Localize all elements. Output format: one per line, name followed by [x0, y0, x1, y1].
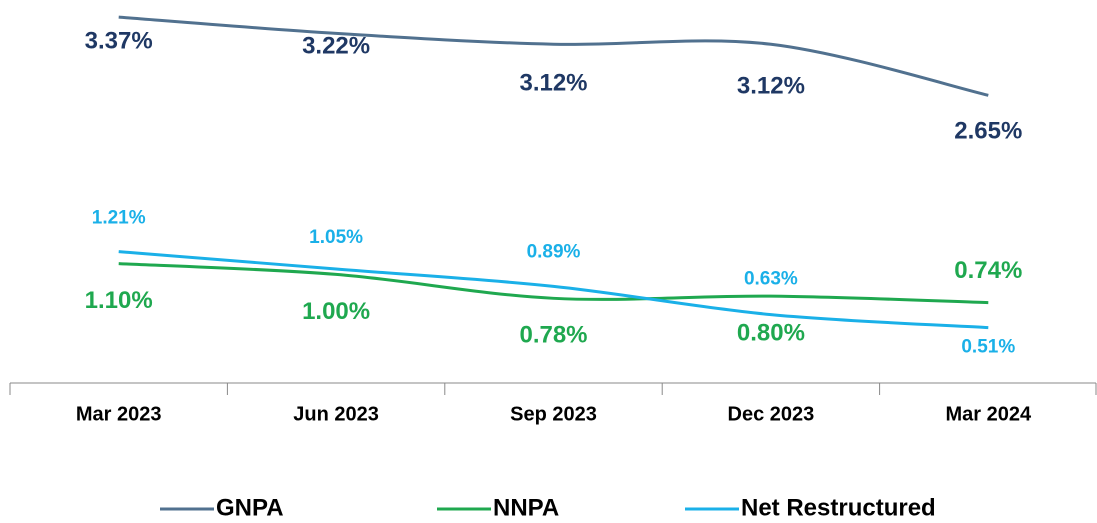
- legend-label: GNPA: [216, 494, 284, 521]
- data-label: 1.05%: [309, 227, 363, 248]
- data-label: 1.10%: [85, 287, 153, 314]
- data-label: 0.63%: [744, 269, 798, 290]
- series-line: [118, 15, 989, 97]
- x-tick-label: Mar 2023: [76, 403, 162, 425]
- data-label: 0.89%: [527, 241, 581, 262]
- data-label: 3.12%: [737, 73, 805, 100]
- data-label: 0.78%: [519, 322, 587, 349]
- series-line: [118, 262, 989, 305]
- data-label: 3.22%: [302, 33, 370, 60]
- legend-label: Net Restructured: [741, 494, 936, 521]
- data-label: 0.80%: [737, 319, 805, 346]
- data-label: 1.21%: [92, 208, 146, 229]
- data-label: 3.37%: [85, 27, 153, 54]
- data-label: 0.74%: [954, 257, 1022, 284]
- series-line: [118, 250, 989, 330]
- data-label: 1.00%: [302, 298, 370, 325]
- x-tick-label: Dec 2023: [728, 403, 815, 425]
- data-label: 3.12%: [519, 70, 587, 97]
- data-label: 0.51%: [961, 337, 1015, 358]
- x-tick-label: Jun 2023: [293, 403, 379, 425]
- data-label: 2.65%: [954, 118, 1022, 145]
- x-tick-label: Sep 2023: [510, 403, 597, 425]
- x-tick-label: Mar 2024: [945, 403, 1031, 425]
- legend-label: NNPA: [493, 494, 559, 521]
